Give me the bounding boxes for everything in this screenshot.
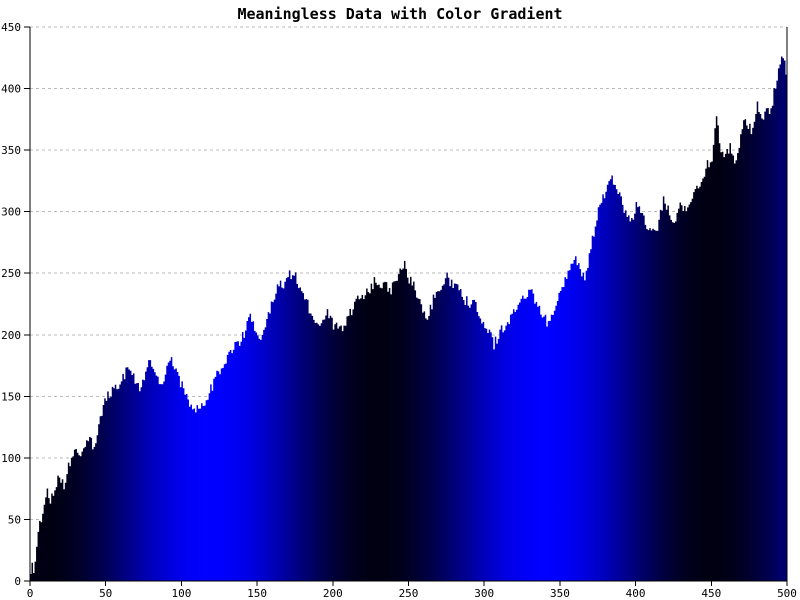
data-series-area	[30, 56, 787, 581]
x-tick-label-500: 500	[777, 587, 797, 600]
y-tick-label-0: 0	[14, 575, 21, 588]
y-tick-label-250: 250	[1, 267, 21, 280]
y-tick-label-450: 450	[1, 21, 21, 34]
chart-title: Meaningless Data with Color Gradient	[237, 5, 563, 23]
y-tick-label-350: 350	[1, 144, 21, 157]
x-tick-label-250: 250	[399, 587, 419, 600]
x-tick-label-350: 350	[550, 587, 570, 600]
x-tick-label-400: 400	[626, 587, 646, 600]
x-tick-label-150: 150	[247, 587, 267, 600]
y-tick-label-100: 100	[1, 452, 21, 465]
y-tick-label-300: 300	[1, 206, 21, 219]
x-tick-label-300: 300	[474, 587, 494, 600]
x-tick-label-200: 200	[323, 587, 343, 600]
y-tick-label-50: 50	[8, 513, 21, 526]
x-tick-label-100: 100	[171, 587, 191, 600]
y-tick-label-200: 200	[1, 329, 21, 342]
x-tick-label-450: 450	[701, 587, 721, 600]
y-tick-label-150: 150	[1, 390, 21, 403]
x-tick-label-0: 0	[27, 587, 34, 600]
y-tick-label-400: 400	[1, 83, 21, 96]
x-tick-label-50: 50	[99, 587, 112, 600]
